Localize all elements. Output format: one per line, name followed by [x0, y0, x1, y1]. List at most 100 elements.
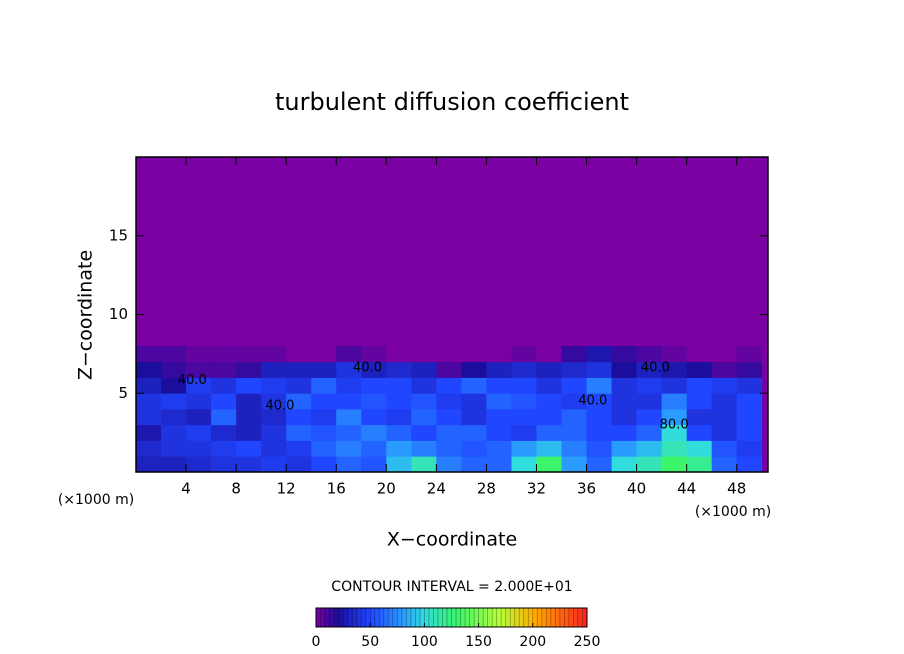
heat-cell	[286, 377, 312, 394]
heat-cell	[211, 393, 237, 410]
heat-cell	[361, 409, 387, 426]
heat-cell	[586, 393, 612, 410]
heat-cell	[311, 424, 337, 441]
heat-cell	[611, 377, 637, 394]
heat-cell	[461, 361, 487, 378]
heat-cell	[211, 361, 237, 378]
heat-cell	[236, 440, 262, 457]
heat-cell	[711, 346, 738, 363]
heat-cell	[236, 346, 262, 363]
heat-cell	[511, 361, 537, 378]
heat-cell	[536, 440, 562, 457]
x-tick-label: 24	[427, 480, 446, 498]
heat-cell	[536, 346, 562, 363]
heat-cell	[461, 377, 487, 394]
heat-cell	[236, 393, 262, 410]
heat-cell	[611, 440, 637, 457]
heat-cell	[411, 377, 437, 394]
heat-cell	[361, 346, 387, 363]
colorbar-tick-label: 200	[519, 634, 546, 650]
heat-cell	[686, 409, 713, 426]
heat-cell	[611, 424, 637, 441]
heat-cell	[411, 456, 437, 473]
heat-cell	[736, 393, 763, 410]
heat-cell	[736, 377, 763, 394]
x-tick-label: 44	[677, 480, 696, 498]
heat-cell	[636, 393, 663, 410]
heat-cell	[361, 361, 387, 378]
heat-cell	[686, 440, 713, 457]
heat-cell	[486, 346, 512, 363]
heat-cell	[586, 424, 612, 441]
contour-label: 40.0	[578, 394, 607, 409]
heat-cell	[261, 440, 287, 457]
heat-cell	[436, 377, 462, 394]
heat-cell	[161, 393, 187, 410]
heat-cell	[211, 424, 237, 441]
heat-cell	[536, 424, 562, 441]
heat-cell	[311, 393, 337, 410]
heat-cell	[311, 456, 337, 473]
heat-cell	[711, 440, 738, 457]
heat-cell	[261, 424, 287, 441]
heat-cell	[386, 361, 412, 378]
heat-cell	[711, 409, 738, 426]
heat-cell	[186, 440, 212, 457]
heat-cell	[186, 361, 212, 378]
contour-label: 40.0	[353, 361, 382, 376]
heat-cell	[286, 409, 312, 426]
heat-cell	[661, 346, 688, 363]
colorbar-tick-label: 50	[361, 634, 379, 650]
heat-cell	[436, 456, 462, 473]
y-tick-label: 10	[109, 305, 128, 323]
heat-cell	[561, 456, 587, 473]
colorbar-tick-label: 250	[574, 634, 601, 650]
heat-cell	[161, 409, 187, 426]
heat-cell	[186, 456, 212, 473]
heat-cell	[411, 424, 437, 441]
heat-cell	[261, 377, 287, 394]
heat-cell	[436, 440, 462, 457]
heat-cell	[586, 456, 612, 473]
heat-cell	[211, 456, 237, 473]
heat-cell	[386, 377, 412, 394]
heat-cell	[736, 424, 763, 441]
heat-cell	[411, 361, 437, 378]
heat-cell	[436, 346, 462, 363]
heat-cell	[286, 456, 312, 473]
heat-cell	[186, 409, 212, 426]
x-unit-label: (×1000 m)	[58, 492, 134, 508]
heat-cell	[661, 409, 688, 426]
heat-cell	[461, 456, 487, 473]
x-tick-label: 48	[727, 480, 746, 498]
heat-cell	[411, 346, 437, 363]
heat-cell	[711, 424, 738, 441]
x-unit-label: (×1000 m)	[695, 504, 771, 520]
heat-cell	[736, 361, 763, 378]
heat-cell	[261, 456, 287, 473]
heat-cell	[286, 440, 312, 457]
heat-cell	[561, 377, 587, 394]
heat-cell	[336, 424, 362, 441]
heat-cell	[561, 424, 587, 441]
heat-cell	[386, 393, 412, 410]
heat-cell	[186, 424, 212, 441]
heat-cell	[236, 424, 262, 441]
heat-cell	[436, 393, 462, 410]
heat-cell	[636, 440, 663, 457]
heat-cell	[186, 346, 212, 363]
heat-cell	[511, 424, 537, 441]
heat-cell	[536, 377, 562, 394]
heat-cell	[461, 393, 487, 410]
contour-label: 80.0	[660, 417, 689, 432]
heat-cell	[586, 346, 612, 363]
heat-cell	[486, 424, 512, 441]
heat-cell	[136, 456, 162, 473]
colorbar	[315, 607, 588, 628]
heat-cell	[336, 409, 362, 426]
y-tick-label: 5	[118, 384, 128, 402]
heat-cell	[686, 361, 713, 378]
heat-cell	[611, 409, 637, 426]
heat-cell	[411, 409, 437, 426]
